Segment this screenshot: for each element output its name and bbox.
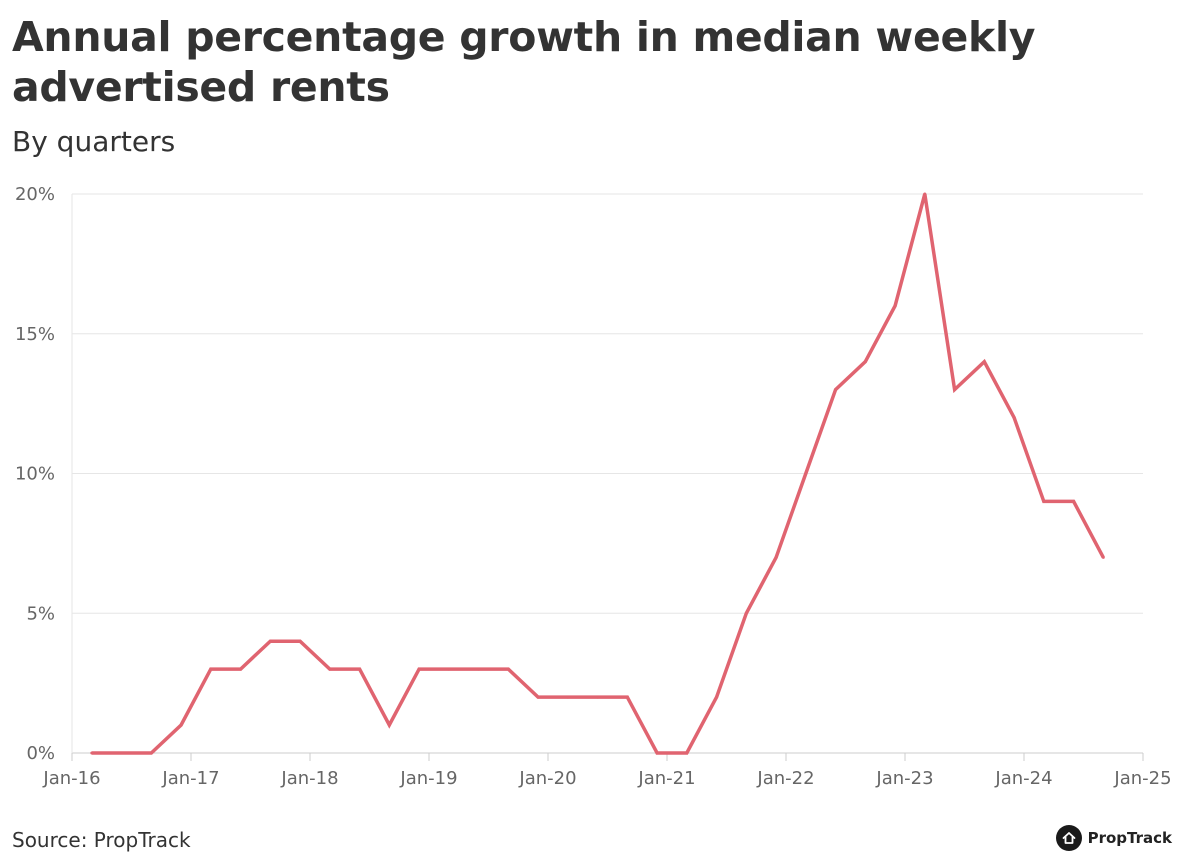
data-point [268, 639, 272, 643]
data-point [1012, 416, 1016, 420]
data-point [804, 472, 808, 475]
x-axis: Jan-16 Jan-17 Jan-18 Jan-19 Jan-20 Jan-21 Jan-… [42, 753, 1172, 789]
data-point [982, 360, 986, 364]
data-point [566, 695, 570, 699]
x-tick-label: Jan-18 [280, 768, 338, 789]
data-point [298, 639, 302, 643]
brand-name: PropTrack [1087, 829, 1172, 847]
data-point [209, 667, 213, 671]
data-point [744, 611, 748, 615]
data-point [863, 360, 867, 364]
data-point [447, 667, 451, 671]
data-point [1101, 555, 1105, 559]
series-layer [90, 192, 1105, 755]
brand-logo: PropTrack [1055, 824, 1172, 852]
data-point [655, 751, 659, 755]
data-point [893, 304, 897, 308]
x-tick-label: Jan-16 [42, 768, 100, 789]
data-point [625, 695, 629, 699]
data-point [120, 751, 124, 755]
source-note: Source: PropTrack [12, 828, 191, 852]
data-point [774, 555, 778, 559]
x-tick-label: Jan-22 [756, 768, 814, 789]
data-point [1072, 499, 1076, 503]
data-point [239, 667, 243, 671]
data-point [834, 388, 838, 392]
data-point [358, 667, 362, 671]
x-tick-label: Jan-23 [875, 768, 933, 789]
data-point [90, 751, 94, 755]
data-point [953, 388, 957, 392]
y-tick-label: 20% [15, 184, 55, 205]
data-point [1042, 499, 1046, 503]
data-point [596, 695, 600, 699]
x-tick-label: Jan-21 [637, 768, 695, 789]
data-point [536, 695, 540, 699]
x-tick-label: Jan-24 [994, 768, 1052, 789]
y-tick-label: 0% [26, 743, 55, 764]
chart-subtitle: By quarters [12, 125, 176, 158]
data-point [387, 723, 391, 727]
y-tick-label: 15% [15, 324, 55, 345]
data-point [328, 667, 332, 671]
data-point [477, 667, 481, 671]
x-tick-label: Jan-17 [161, 768, 219, 789]
data-point [685, 751, 689, 755]
y-axis: 0% 5% 10% 15% 20% [15, 184, 55, 764]
data-point [506, 667, 510, 671]
data-point [149, 751, 153, 755]
y-tick-label: 10% [15, 464, 55, 485]
data-point [923, 192, 927, 196]
gridlines [71, 193, 1143, 754]
data-point [715, 695, 719, 699]
data-point [417, 667, 421, 671]
x-tick-label: Jan-19 [399, 768, 457, 789]
y-tick-label: 5% [26, 603, 55, 624]
x-tick-label: Jan-20 [518, 768, 576, 789]
chart-title: Annual percentage growth in median weekl… [12, 13, 1036, 111]
data-point [179, 723, 183, 727]
house-logo-icon [1055, 825, 1082, 851]
x-tick-label: Jan-25 [1113, 768, 1171, 789]
